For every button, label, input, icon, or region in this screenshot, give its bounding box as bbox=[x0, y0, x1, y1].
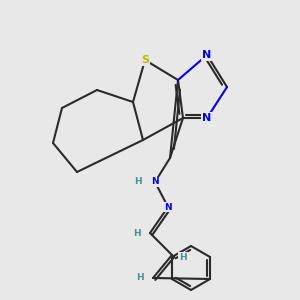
Text: H: H bbox=[136, 274, 144, 283]
Text: N: N bbox=[164, 202, 172, 211]
Text: H: H bbox=[134, 178, 142, 187]
Text: N: N bbox=[151, 178, 159, 187]
Text: H: H bbox=[179, 253, 187, 262]
Text: H: H bbox=[133, 229, 141, 238]
Text: S: S bbox=[141, 55, 149, 65]
Text: N: N bbox=[202, 113, 211, 123]
Text: N: N bbox=[202, 50, 211, 60]
